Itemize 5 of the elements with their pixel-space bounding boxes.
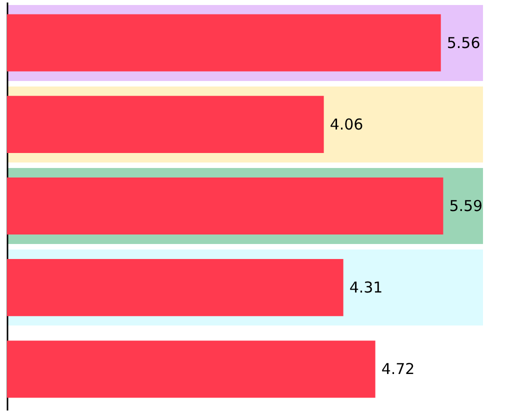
data-label: 4.72 [381, 360, 415, 378]
data-label: 5.56 [446, 34, 480, 52]
data-label: 4.06 [330, 115, 364, 134]
data-label: 5.59 [449, 197, 483, 215]
data-label: 4.31 [349, 278, 383, 297]
